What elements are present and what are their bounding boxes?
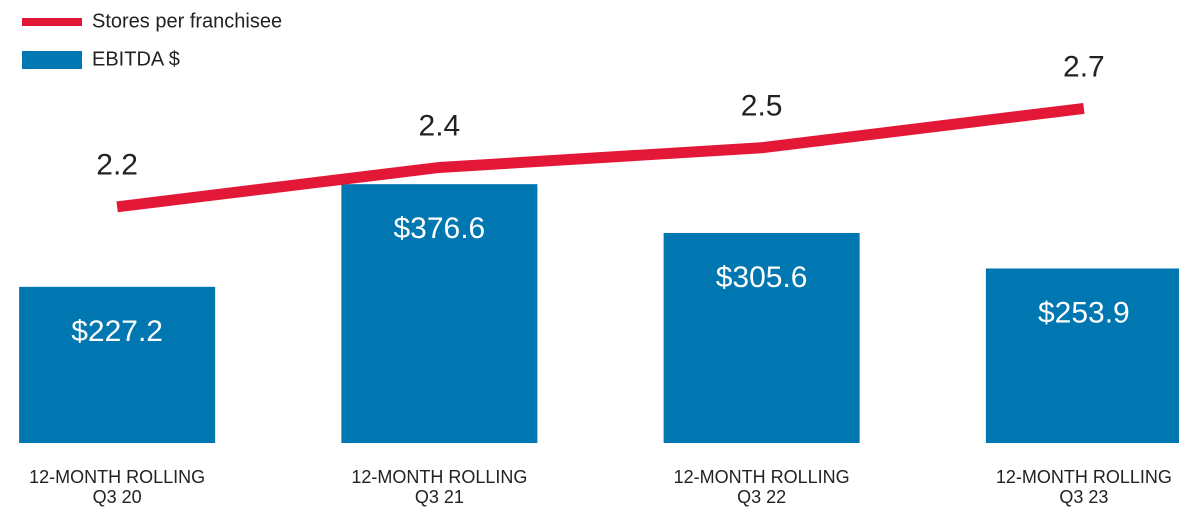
bar-value-label: $376.6: [393, 212, 485, 245]
bar-value-label: $305.6: [716, 261, 808, 294]
bar: [663, 232, 860, 443]
bar-value-label: $253.9: [1038, 296, 1130, 329]
line-value-label: 2.2: [96, 149, 138, 182]
line-value-label: 2.7: [1063, 50, 1105, 83]
line-value-label: 2.4: [419, 109, 461, 142]
legend-swatch: [22, 51, 82, 69]
bar-value-label: $227.2: [71, 315, 163, 348]
line-value-label: 2.5: [741, 90, 783, 123]
x-tick-label: 12-MONTH ROLLING Q3 22: [674, 467, 850, 507]
legend-label: Stores per franchisee: [92, 10, 282, 32]
bar: [19, 286, 216, 443]
bar: [341, 184, 538, 443]
bar: [985, 268, 1179, 443]
x-tick-label: 12-MONTH ROLLING Q3 21: [351, 467, 527, 507]
x-tick-label: 12-MONTH ROLLING Q3 20: [29, 467, 205, 507]
legend-label: EBITDA $: [92, 48, 180, 70]
legend-swatch: [22, 18, 82, 26]
x-tick-label: 12-MONTH ROLLING Q3 23: [996, 467, 1172, 507]
line: [116, 102, 1085, 213]
